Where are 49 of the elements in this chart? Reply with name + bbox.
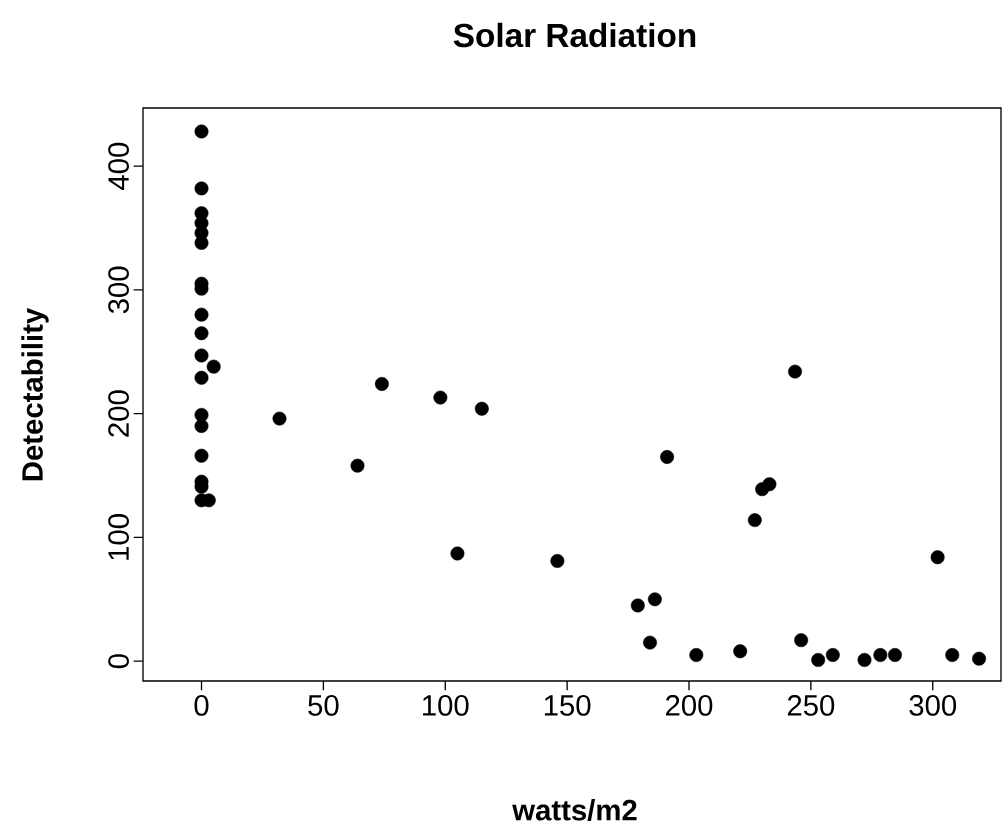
y-tick-label: 300: [108, 266, 129, 314]
point: [794, 633, 809, 648]
point: [873, 648, 888, 662]
point: [206, 359, 221, 374]
x-tick-label: 150: [544, 695, 591, 716]
point: [733, 644, 748, 659]
y-tick-label: 0: [108, 654, 129, 669]
y-tick-label: 400: [108, 142, 129, 190]
point: [825, 648, 840, 662]
point: [194, 124, 209, 139]
point: [433, 390, 448, 405]
point: [194, 348, 209, 363]
point: [194, 307, 209, 322]
x-tick-label: 300: [909, 695, 957, 716]
x-axis-title: watts/m2: [512, 799, 637, 821]
point: [747, 513, 762, 528]
point: [630, 598, 645, 613]
point: [374, 377, 389, 391]
point: [972, 651, 986, 666]
x-tick-label: 0: [194, 695, 209, 716]
point: [194, 448, 209, 463]
point: [888, 648, 902, 662]
y-tick-label: 100: [108, 514, 129, 560]
point: [194, 326, 209, 341]
x-tick-label: 250: [787, 695, 835, 716]
point: [474, 401, 489, 416]
point: [857, 653, 872, 667]
point: [647, 592, 662, 607]
point: [762, 477, 777, 492]
point: [272, 411, 287, 426]
y-tick-label: 200: [108, 390, 129, 437]
point: [811, 653, 826, 667]
chart-title: Solar Radiation: [453, 22, 696, 48]
x-tick-label: 50: [308, 695, 339, 716]
point: [643, 635, 657, 650]
point: [945, 648, 960, 662]
point: [660, 450, 674, 464]
point: [450, 546, 465, 561]
point: [550, 554, 565, 568]
y-axis-title: Detectability: [21, 307, 49, 481]
point: [788, 364, 802, 379]
point: [194, 370, 209, 385]
point: [689, 648, 704, 662]
point: [350, 458, 365, 473]
x-tick-label: 200: [666, 695, 713, 716]
point: [930, 550, 945, 565]
x-tick-label: 100: [423, 695, 469, 716]
point: [194, 181, 209, 196]
point: [194, 419, 209, 433]
